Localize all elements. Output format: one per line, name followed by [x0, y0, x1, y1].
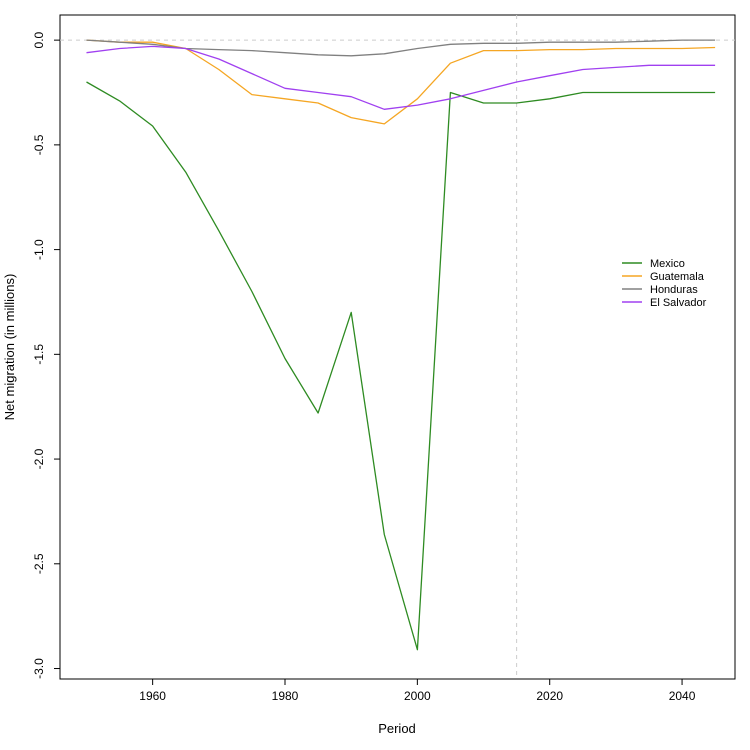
x-tick-label: 1980: [272, 689, 299, 703]
series-lines: [86, 39, 716, 651]
series-line-el-salvador: [86, 45, 716, 110]
x-tick-label: 2040: [669, 689, 696, 703]
legend-label-el-salvador: El Salvador: [650, 297, 707, 309]
y-tick-label: 0.0: [32, 31, 46, 48]
y-tick-label: -3.0: [32, 658, 46, 679]
series-line-honduras: [86, 39, 716, 57]
y-axis-label: Net migration (in millions): [2, 274, 17, 421]
legend-label-honduras: Honduras: [650, 284, 698, 296]
legend-label-guatemala: Guatemala: [650, 271, 705, 283]
series-line-guatemala: [86, 39, 716, 125]
x-tick-label: 1960: [139, 689, 166, 703]
x-axis-label: Period: [378, 721, 416, 736]
legend-label-mexico: Mexico: [650, 258, 685, 270]
x-tick-label: 2000: [404, 689, 431, 703]
y-tick-label: -2.0: [32, 448, 46, 469]
x-tick-label: 2020: [536, 689, 563, 703]
plot-frame: [59, 14, 736, 680]
y-tick-label: -2.5: [32, 553, 46, 574]
series-line-mexico: [86, 81, 716, 651]
y-tick-label: -1.5: [32, 344, 46, 365]
y-tick-label: -0.5: [32, 134, 46, 155]
x-axis: 1960 1980 2000 2020 2040: [139, 679, 696, 703]
y-tick-label: -1.0: [32, 239, 46, 260]
y-axis: 0.0 -0.5 -1.0 -1.5 -2.0 -2.5 -3.0: [32, 31, 60, 679]
